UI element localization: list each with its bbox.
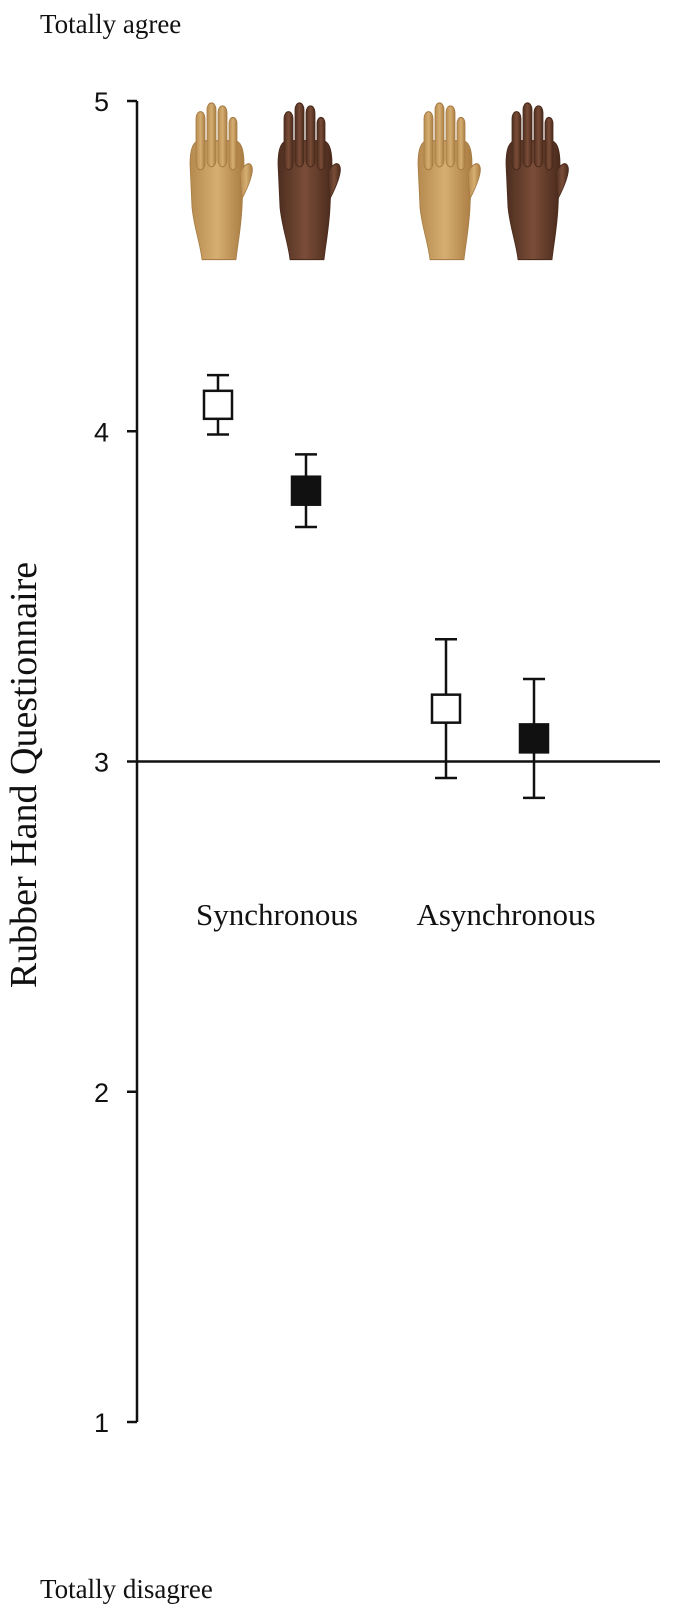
data-point-synchronous-open-square: [202, 373, 234, 436]
light-skin-hand-icon: [417, 102, 482, 261]
filled-square-marker: [290, 475, 322, 506]
data-point-synchronous-filled-square: [290, 453, 322, 529]
condition-label-synchronous: Synchronous: [196, 897, 358, 932]
hand-images: [189, 102, 570, 261]
condition-label-asynchronous: Asynchronous: [416, 897, 595, 932]
open-square-marker: [430, 693, 462, 724]
data-point-asynchronous-filled-square: [518, 677, 550, 800]
data-point-asynchronous-open-square: [430, 638, 462, 780]
dark-skin-hand-icon: [277, 102, 342, 261]
y-tick-label: 2: [94, 1078, 109, 1108]
y-tick-label: 5: [94, 87, 109, 117]
y-tick-label: 4: [94, 417, 109, 447]
y-axis-ticks: 1 2 3 4 5: [94, 87, 137, 1438]
bottom-anchor-label: Totally disagree: [40, 1574, 213, 1604]
y-tick-label: 3: [94, 748, 109, 778]
top-anchor-label: Totally agree: [40, 9, 181, 39]
open-square-marker: [202, 389, 234, 421]
data-marks: [202, 373, 550, 800]
dark-skin-hand-icon: [505, 102, 570, 261]
condition-labels: Synchronous Asynchronous: [196, 897, 596, 932]
light-skin-hand-icon: [189, 102, 254, 261]
y-axis-label: Rubber Hand Questionnaire: [3, 562, 45, 988]
filled-square-marker: [518, 723, 550, 754]
y-tick-label: 1: [94, 1408, 109, 1438]
